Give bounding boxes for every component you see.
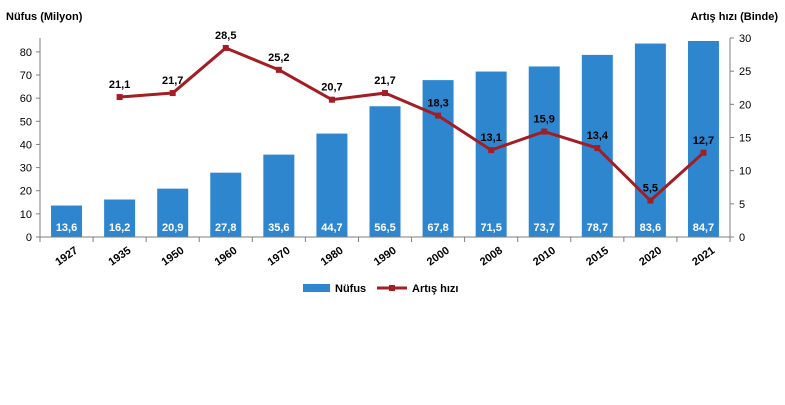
left-tick-label: 30 xyxy=(20,163,32,175)
growth-rate-marker xyxy=(541,128,548,135)
x-tick-label: 1927 xyxy=(53,245,80,269)
growth-rate-label: 13,1 xyxy=(480,132,501,144)
x-tick-label: 1935 xyxy=(106,245,133,269)
bar-value-label: 67,8 xyxy=(427,222,448,234)
left-tick-label: 70 xyxy=(20,70,32,82)
left-tick-label: 60 xyxy=(20,93,32,105)
legend-line-marker xyxy=(389,285,395,291)
x-tick-label: 1970 xyxy=(266,245,293,269)
bar xyxy=(422,80,454,237)
left-tick-label: 0 xyxy=(26,232,32,244)
legend-label-nufus: Nüfus xyxy=(335,283,366,295)
growth-rate-marker xyxy=(116,94,123,101)
right-tick-label: 10 xyxy=(739,166,751,178)
left-axis-title: Nüfus (Milyon) xyxy=(6,11,83,23)
left-tick-label: 10 xyxy=(20,209,32,221)
right-tick-label: 30 xyxy=(739,33,751,45)
bar xyxy=(687,41,719,237)
x-tick-label: 1990 xyxy=(372,245,399,269)
growth-rate-label: 25,2 xyxy=(268,52,289,64)
growth-rate-marker xyxy=(435,112,442,119)
bar-value-label: 35,6 xyxy=(268,222,289,234)
growth-rate-label: 12,7 xyxy=(693,135,714,147)
growth-rate-label: 28,5 xyxy=(215,30,236,42)
growth-rate-marker xyxy=(275,66,282,73)
x-tick-label: 2021 xyxy=(690,245,717,269)
right-tick-label: 20 xyxy=(739,99,751,111)
left-tick-label: 40 xyxy=(20,139,32,151)
bar-value-label: 16,2 xyxy=(109,222,130,234)
bar-value-label: 73,7 xyxy=(534,222,555,234)
bar xyxy=(475,71,507,237)
growth-rate-label: 21,7 xyxy=(162,75,183,87)
bar-value-label: 84,7 xyxy=(693,222,714,234)
bar-value-label: 83,6 xyxy=(640,222,661,234)
growth-rate-marker xyxy=(647,197,654,204)
x-tick-label: 1950 xyxy=(160,245,187,269)
left-tick-label: 20 xyxy=(20,186,32,198)
growth-rate-marker xyxy=(594,145,601,152)
x-tick-label: 2015 xyxy=(584,245,611,269)
left-tick-label: 50 xyxy=(20,116,32,128)
bar-value-label: 56,5 xyxy=(374,222,395,234)
growth-rate-label: 21,1 xyxy=(109,79,130,91)
bar-value-label: 20,9 xyxy=(162,222,183,234)
growth-rate-marker xyxy=(169,90,176,97)
left-tick-label: 80 xyxy=(20,47,32,59)
growth-rate-marker xyxy=(382,90,388,97)
bar xyxy=(51,205,83,237)
bar-value-label: 71,5 xyxy=(480,222,501,234)
bar xyxy=(263,154,295,237)
right-tick-label: 25 xyxy=(739,66,751,78)
legend-label-artis-hizi: Artış hızı xyxy=(412,283,458,295)
bar xyxy=(528,66,560,237)
growth-rate-line xyxy=(119,46,705,203)
legend: Nüfus Artış hızı xyxy=(303,283,458,295)
bar xyxy=(634,43,666,237)
x-tick-label: 1960 xyxy=(213,245,240,269)
growth-rate-marker xyxy=(488,147,495,154)
bar-value-label: 27,8 xyxy=(215,222,236,234)
x-tick-label: 2020 xyxy=(637,245,664,269)
right-axis-title: Artış hızı (Binde) xyxy=(691,11,779,23)
bar-value-label: 78,7 xyxy=(587,222,608,234)
bar-value-label: 44,7 xyxy=(321,222,342,234)
bar xyxy=(316,133,348,237)
growth-rate-label: 15,9 xyxy=(534,114,555,126)
right-tick-label: 0 xyxy=(739,232,745,244)
legend-bar-swatch xyxy=(303,284,330,292)
x-tick-label: 2008 xyxy=(478,245,505,269)
right-tick-label: 5 xyxy=(739,199,745,211)
bar xyxy=(369,106,401,237)
growth-rate-label: 13,4 xyxy=(587,130,609,142)
x-tick-label: 2000 xyxy=(425,245,452,269)
growth-rate-marker xyxy=(700,149,707,156)
growth-rate-marker xyxy=(222,44,229,51)
bar xyxy=(104,199,136,237)
x-tick-label: 1980 xyxy=(319,245,346,269)
x-tick-label: 2010 xyxy=(531,245,558,269)
bar xyxy=(157,188,189,237)
right-tick-label: 15 xyxy=(739,133,751,145)
bar xyxy=(210,172,242,237)
growth-rate-label: 5,5 xyxy=(643,183,658,195)
growth-rate-label: 18,3 xyxy=(427,98,448,110)
bar-value-label: 13,6 xyxy=(56,222,77,234)
growth-rate-marker xyxy=(328,96,335,103)
growth-rate-label: 21,7 xyxy=(374,75,395,87)
growth-rate-label: 20,7 xyxy=(321,82,342,94)
